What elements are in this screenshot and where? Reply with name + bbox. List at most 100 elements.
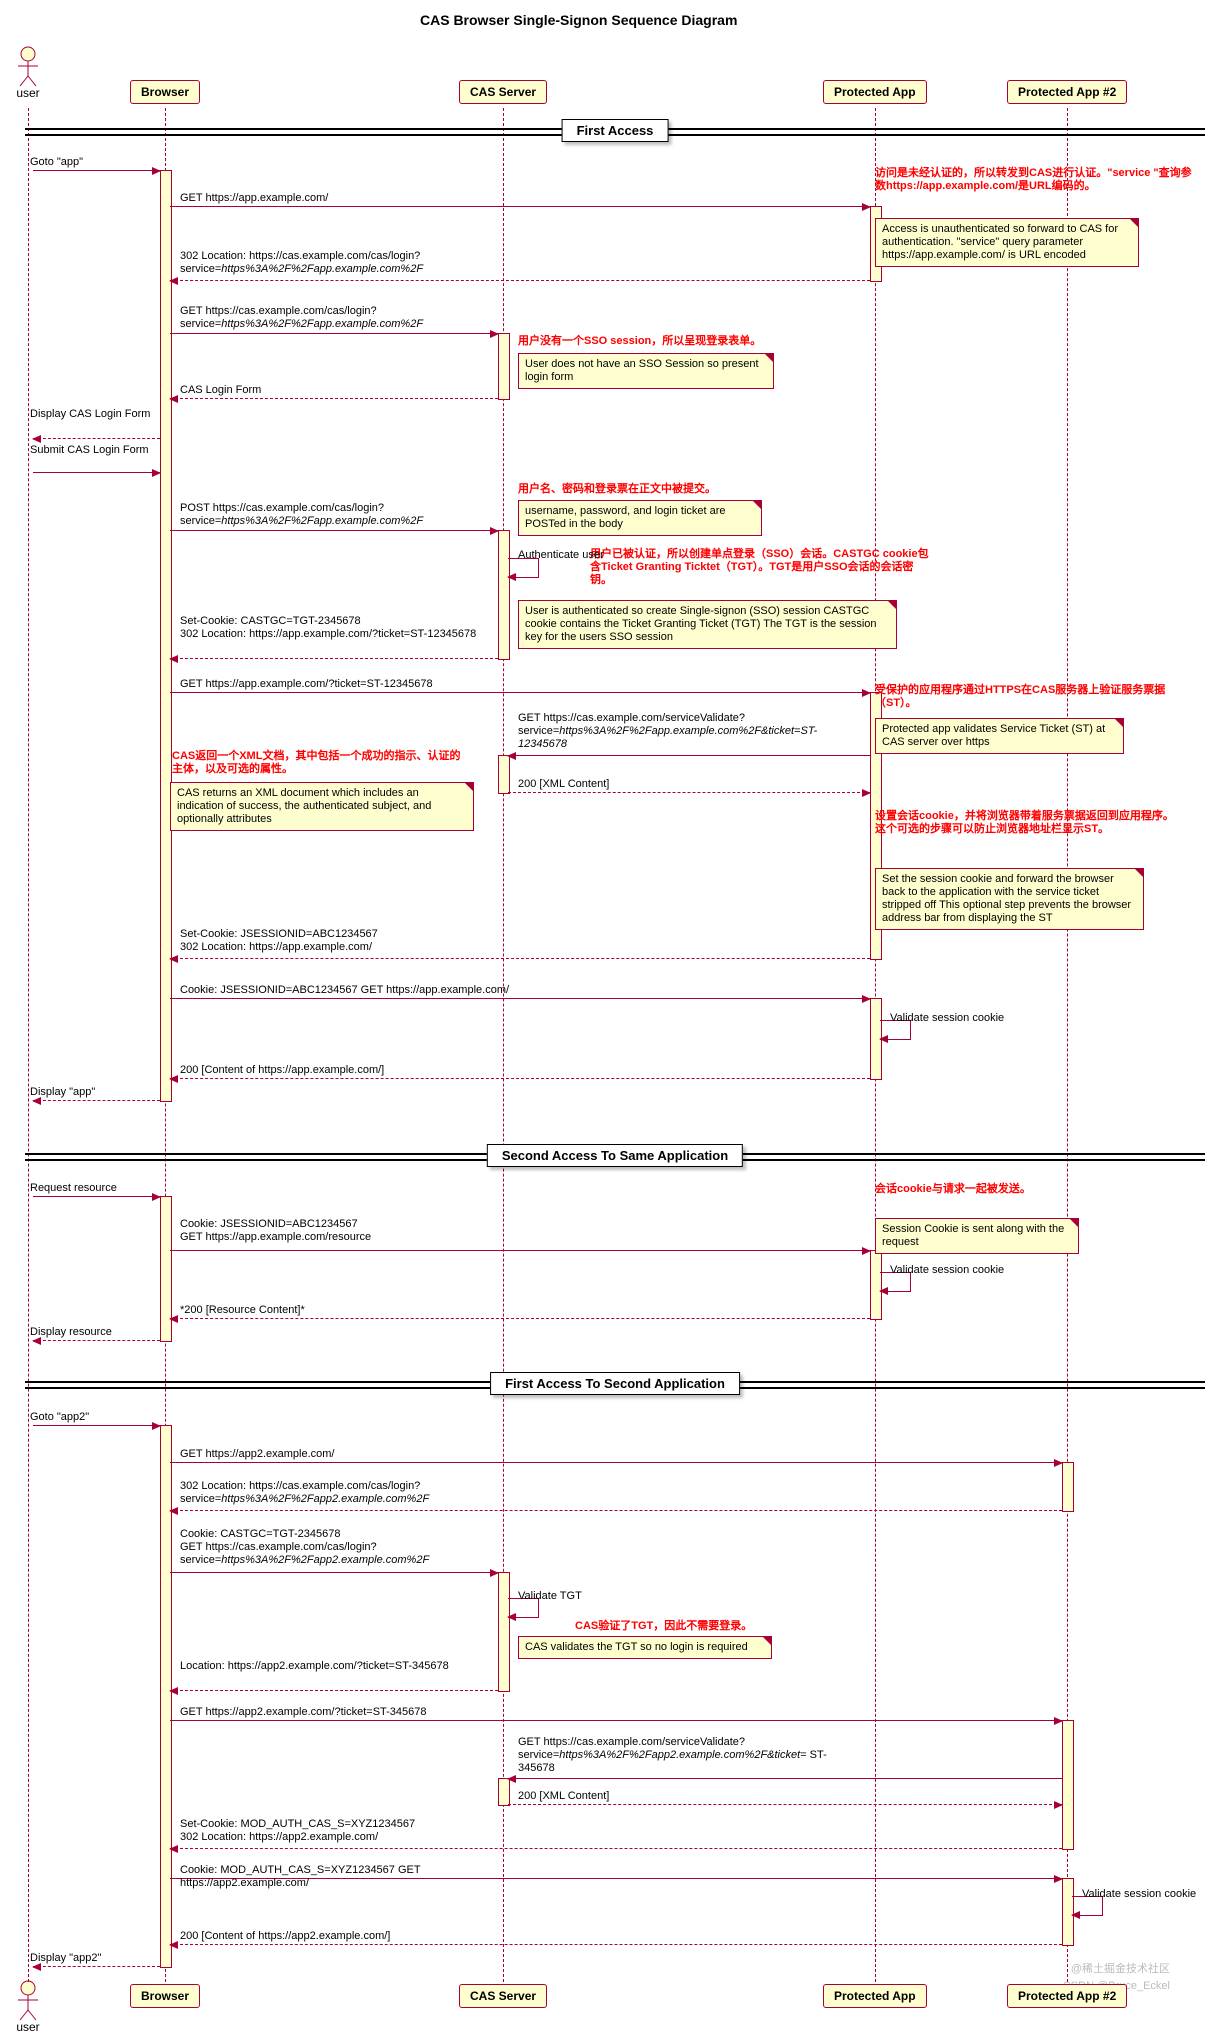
participant-browser: Browser bbox=[130, 1984, 200, 2008]
message-arrow bbox=[170, 398, 498, 399]
note: Protected app validates Service Ticket (… bbox=[875, 718, 1124, 754]
message-label: Goto "app" bbox=[30, 156, 83, 169]
message-arrow bbox=[170, 1848, 1062, 1849]
message-arrow bbox=[170, 958, 870, 959]
message-label: Validate session cookie bbox=[1082, 1888, 1196, 1901]
message-label: Validate TGT bbox=[518, 1590, 582, 1603]
note: User is authenticated so create Single-s… bbox=[518, 600, 897, 649]
message-label: Display CAS Login Form bbox=[30, 408, 150, 421]
red-annotation: 用户已被认证，所以创建单点登录（SSO）会话。CASTGC cookie包含Ti… bbox=[590, 548, 930, 587]
message-arrow bbox=[33, 438, 160, 439]
message-label: Cookie: CASTGC=TGT-2345678GET https://ca… bbox=[180, 1528, 510, 1567]
message-arrow bbox=[33, 1340, 160, 1341]
message-arrow bbox=[33, 1100, 160, 1101]
message-label: Location: https://app2.example.com/?tick… bbox=[180, 1660, 449, 1673]
message-arrow bbox=[170, 1572, 498, 1573]
activation bbox=[498, 1572, 510, 1692]
message-label: GET https://app.example.com/ bbox=[180, 192, 328, 205]
message-label: GET https://cas.example.com/cas/login?se… bbox=[180, 305, 510, 331]
message-label: Validate session cookie bbox=[890, 1264, 1004, 1277]
message-label: 200 [Content of https://app2.example.com… bbox=[180, 1930, 390, 1943]
message-arrow bbox=[33, 170, 160, 171]
message-label: Set-Cookie: JSESSIONID=ABC1234567302 Loc… bbox=[180, 928, 378, 954]
red-annotation: CAS返回一个XML文档，其中包括一个成功的指示、认证的主体，以及可选的属性。 bbox=[172, 750, 462, 776]
red-annotation: 会话cookie与请求一起被发送。 bbox=[875, 1183, 1075, 1196]
message-label: Display resource bbox=[30, 1326, 112, 1339]
message-label: CAS Login Form bbox=[180, 384, 261, 397]
participant-app2: Protected App #2 bbox=[1007, 80, 1127, 104]
watermark-1: @稀土掘金技术社区 bbox=[1071, 1960, 1170, 1976]
red-annotation: 设置会话cookie，并将浏览器带着服务票据返回到应用程序。这个可选的步骤可以防… bbox=[875, 810, 1175, 836]
participant-app2: Protected App #2 bbox=[1007, 1984, 1127, 2008]
activation bbox=[498, 530, 510, 660]
message-label: GET https://app.example.com/?ticket=ST-1… bbox=[180, 678, 433, 691]
message-arrow bbox=[170, 1720, 1062, 1721]
activation bbox=[498, 333, 510, 400]
message-arrow bbox=[33, 1966, 160, 1967]
message-arrow bbox=[170, 658, 498, 659]
message-arrow bbox=[170, 530, 498, 531]
divider-label: Second Access To Same Application bbox=[487, 1144, 743, 1167]
message-label: Request resource bbox=[30, 1182, 117, 1195]
note: Session Cookie is sent along with the re… bbox=[875, 1218, 1079, 1254]
message-arrow bbox=[33, 1425, 160, 1426]
red-annotation: CAS验证了TGT，因此不需要登录。 bbox=[575, 1620, 815, 1633]
message-label: 302 Location: https://cas.example.com/ca… bbox=[180, 1480, 510, 1506]
message-label: GET https://cas.example.com/serviceValid… bbox=[518, 712, 848, 751]
message-label: GET https://app2.example.com/?ticket=ST-… bbox=[180, 1706, 427, 1719]
note: CAS returns an XML document which includ… bbox=[170, 782, 474, 831]
message-arrow bbox=[508, 792, 870, 793]
message-label: 302 Location: https://cas.example.com/ca… bbox=[180, 250, 510, 276]
lifeline-app2 bbox=[1067, 108, 1068, 1982]
red-annotation: 用户没有一个SSO session，所以呈现登录表单。 bbox=[518, 335, 818, 348]
lifeline-user bbox=[28, 108, 29, 1982]
note: CAS validates the TGT so no login is req… bbox=[518, 1636, 772, 1659]
divider-label: First Access bbox=[562, 119, 669, 142]
message-arrow bbox=[170, 280, 870, 281]
message-arrow bbox=[33, 472, 160, 473]
message-label: 200 [XML Content] bbox=[518, 778, 609, 791]
message-label: Cookie: MOD_AUTH_CAS_S=XYZ1234567 GET ht… bbox=[180, 1864, 510, 1890]
message-arrow bbox=[170, 1944, 1062, 1945]
message-label: Authenticate user bbox=[518, 549, 604, 562]
actor-user: user bbox=[14, 1980, 42, 2034]
message-arrow bbox=[33, 1196, 160, 1197]
message-label: Cookie: JSESSIONID=ABC1234567 GET https:… bbox=[180, 984, 509, 997]
message-label: Validate session cookie bbox=[890, 1012, 1004, 1025]
participant-app1: Protected App bbox=[823, 1984, 927, 2008]
note: Access is unauthenticated so forward to … bbox=[875, 218, 1139, 267]
message-arrow bbox=[170, 1318, 870, 1319]
message-arrow bbox=[508, 755, 870, 756]
note: username, password, and login ticket are… bbox=[518, 500, 762, 536]
red-annotation: 用户名、密码和登录票在正文中被提交。 bbox=[518, 483, 778, 496]
message-arrow bbox=[508, 1778, 1062, 1779]
message-label: Display "app2" bbox=[30, 1952, 101, 1965]
message-label: Submit CAS Login Form bbox=[30, 444, 149, 457]
message-label: Goto "app2" bbox=[30, 1411, 89, 1424]
message-arrow bbox=[170, 998, 870, 999]
note: Set the session cookie and forward the b… bbox=[875, 868, 1144, 930]
message-label: *200 [Resource Content]* bbox=[180, 1304, 305, 1317]
activation bbox=[498, 755, 510, 794]
message-label: Display "app" bbox=[30, 1086, 95, 1099]
message-arrow bbox=[170, 1510, 1062, 1511]
message-arrow bbox=[170, 1462, 1062, 1463]
message-label: Cookie: JSESSIONID=ABC1234567GET https:/… bbox=[180, 1218, 371, 1244]
message-label: 200 [Content of https://app.example.com/… bbox=[180, 1064, 384, 1077]
participant-cas: CAS Server bbox=[459, 80, 547, 104]
actor-user: user bbox=[14, 46, 42, 100]
diagram-title: CAS Browser Single-Signon Sequence Diagr… bbox=[420, 12, 737, 28]
divider-label: First Access To Second Application bbox=[490, 1372, 740, 1395]
participant-cas: CAS Server bbox=[459, 1984, 547, 2008]
message-label: GET https://cas.example.com/serviceValid… bbox=[518, 1736, 848, 1775]
message-label: Set-Cookie: CASTGC=TGT-2345678302 Locati… bbox=[180, 615, 476, 641]
note: User does not have an SSO Session so pre… bbox=[518, 353, 774, 389]
message-arrow bbox=[170, 333, 498, 334]
message-label: 200 [XML Content] bbox=[518, 1790, 609, 1803]
message-label: POST https://cas.example.com/cas/login?s… bbox=[180, 502, 510, 528]
red-annotation: 访问是未经认证的，所以转发到CAS进行认证。"service "查询参数http… bbox=[875, 167, 1195, 193]
message-arrow bbox=[170, 692, 870, 693]
activation bbox=[1062, 1462, 1074, 1512]
message-label: GET https://app2.example.com/ bbox=[180, 1448, 334, 1461]
red-annotation: 受保护的应用程序通过HTTPS在CAS服务器上验证服务票据（ST）。 bbox=[875, 684, 1175, 710]
